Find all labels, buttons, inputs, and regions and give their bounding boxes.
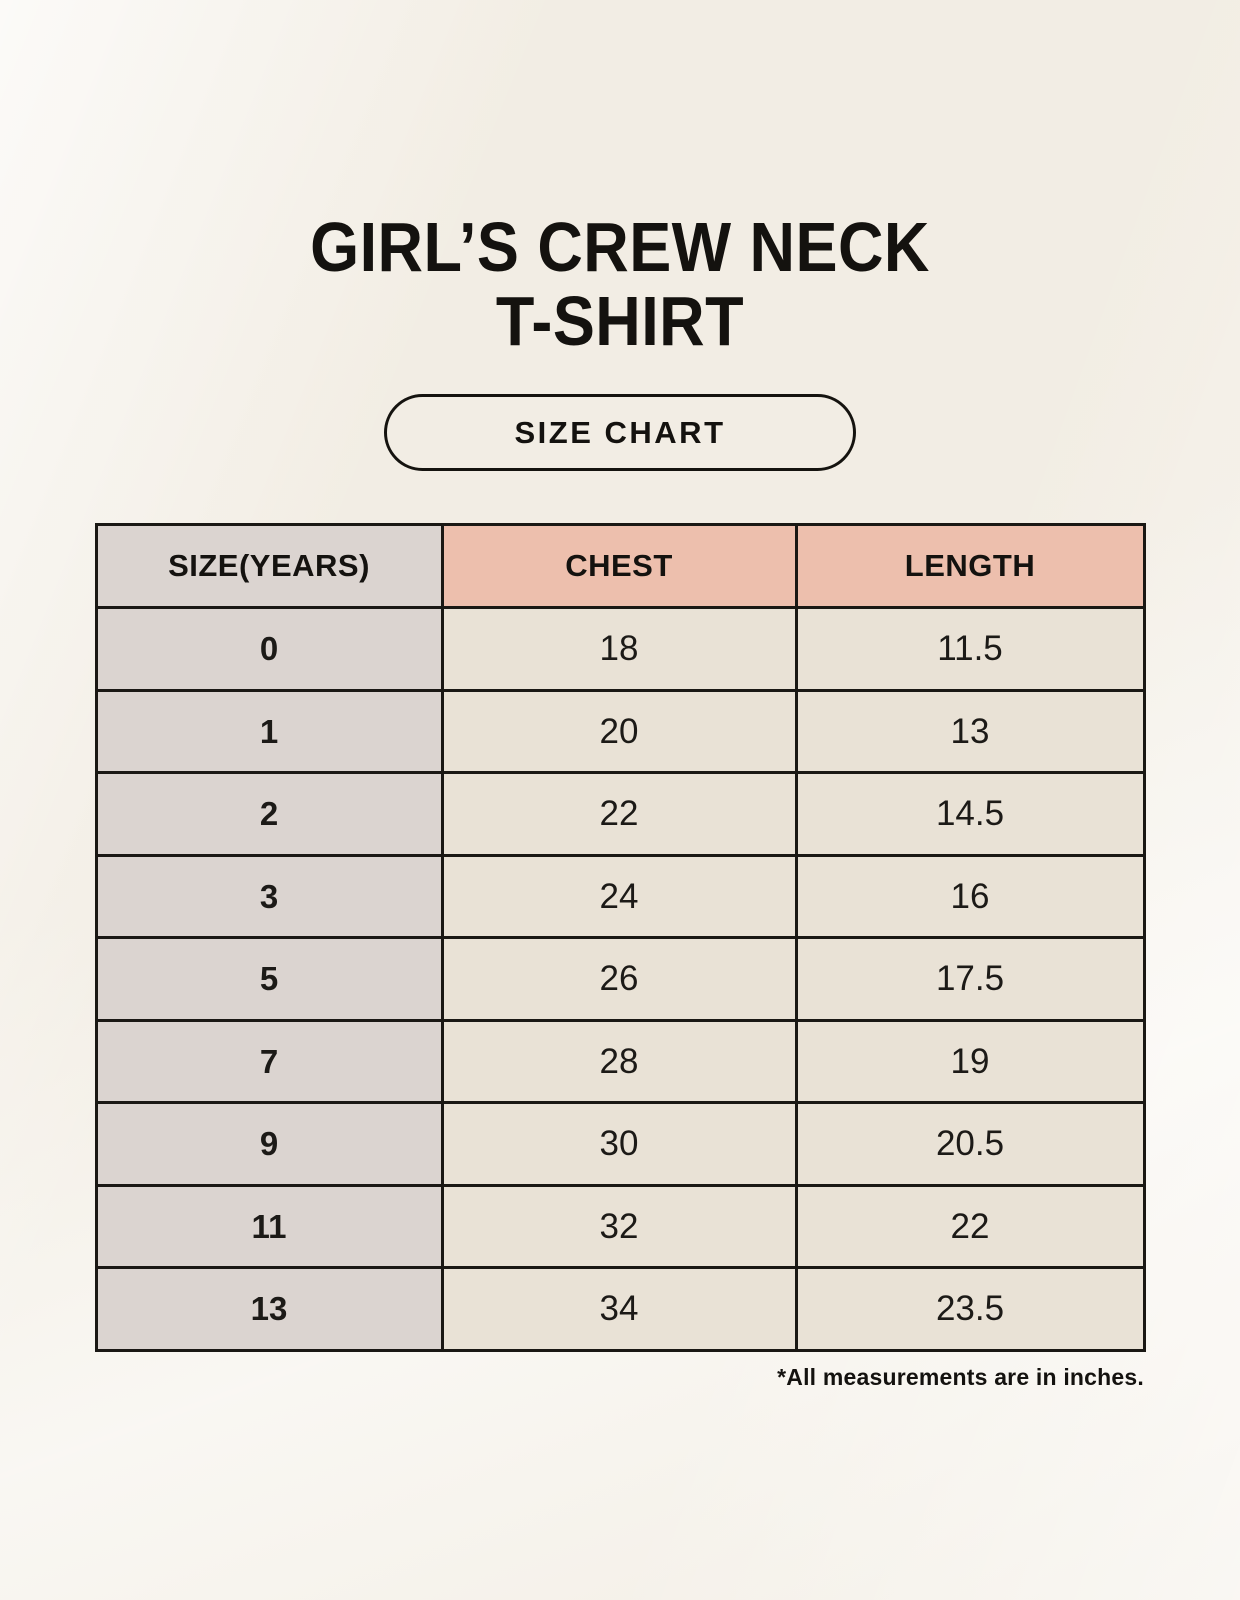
- size-cell: 0: [94, 606, 444, 692]
- length-cell: 17.5: [794, 936, 1146, 1022]
- size-chart-table: SIZE(YEARS) CHEST LENGTH 0 18 11.5 1 20 13 2 22…: [94, 523, 1146, 1352]
- measurement-note: *All measurements are in inches.: [777, 1363, 1144, 1390]
- header-row: SIZE(YEARS) CHEST LENGTH: [94, 523, 1146, 610]
- column-header-length: LENGTH: [794, 523, 1146, 610]
- size-chart-body: 0 18 11.5 1 20 13 2 22 14.5 3 24 16 5 26 17.5 7 28 19 9 30 2…: [94, 606, 1146, 1352]
- table-row: 2 22 14.5: [94, 771, 1146, 857]
- length-cell: 22: [794, 1183, 1146, 1270]
- size-cell: 13: [94, 1266, 444, 1352]
- size-cell: 2: [94, 771, 444, 857]
- length-cell: 16: [794, 853, 1146, 940]
- size-cell: 11: [94, 1183, 444, 1270]
- chest-cell: 26: [440, 936, 798, 1022]
- size-chart-badge: SIZE CHART: [384, 394, 856, 472]
- page-title-line-2: T-SHIRT: [495, 282, 745, 361]
- length-cell: 13: [794, 688, 1146, 775]
- size-chart-badge-label: SIZE CHART: [514, 414, 726, 450]
- page-title: GIRL’S CREW NECK T-SHIRT: [62, 0, 1178, 361]
- table-header: SIZE(YEARS) CHEST LENGTH: [94, 523, 1146, 610]
- column-header-size: SIZE(YEARS): [94, 523, 444, 610]
- length-cell: 11.5: [794, 606, 1146, 692]
- length-cell: 19: [794, 1018, 1146, 1105]
- length-cell: 14.5: [794, 771, 1146, 857]
- table-row: 9 30 20.5: [94, 1101, 1146, 1187]
- chest-cell: 30: [440, 1101, 798, 1187]
- table-row: 1 20 13: [94, 688, 1146, 775]
- table-row: 3 24 16: [94, 853, 1146, 940]
- table-row: 5 26 17.5: [94, 936, 1146, 1022]
- chest-cell: 22: [440, 771, 798, 857]
- page-title-line-1: GIRL’S CREW NECK: [310, 208, 930, 286]
- chest-cell: 32: [440, 1183, 798, 1270]
- chest-cell: 18: [440, 606, 798, 692]
- table-row: 0 18 11.5: [94, 606, 1146, 692]
- length-cell: 20.5: [794, 1101, 1146, 1187]
- size-cell: 7: [94, 1018, 444, 1105]
- chest-cell: 24: [440, 853, 798, 940]
- size-cell: 3: [94, 853, 444, 940]
- size-cell: 9: [94, 1101, 444, 1187]
- column-header-chest: CHEST: [440, 523, 798, 610]
- chest-cell: 28: [440, 1018, 798, 1105]
- size-cell: 1: [94, 688, 444, 775]
- chest-cell: 34: [440, 1266, 798, 1352]
- table-row: 7 28 19: [94, 1018, 1146, 1105]
- table-row: 11 32 22: [94, 1183, 1146, 1270]
- chest-cell: 20: [440, 688, 798, 775]
- length-cell: 23.5: [794, 1266, 1146, 1352]
- size-cell: 5: [94, 936, 444, 1022]
- table-row: 13 34 23.5: [94, 1266, 1146, 1352]
